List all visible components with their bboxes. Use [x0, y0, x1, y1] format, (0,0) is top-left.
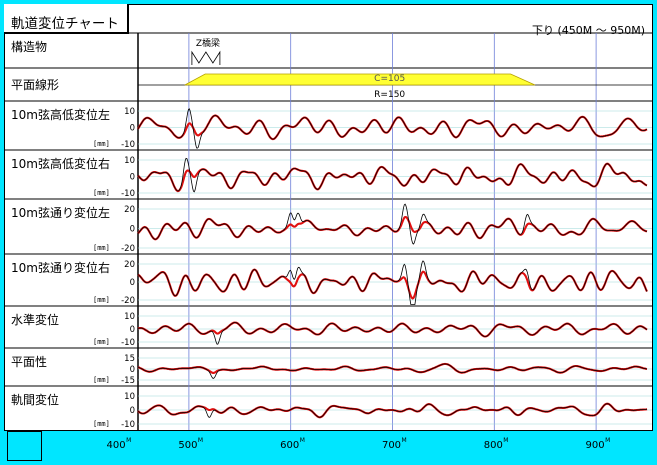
y-tick-label: 20	[124, 205, 135, 215]
panel-label: 10m弦通り変位右	[11, 260, 110, 275]
series-measured	[137, 403, 648, 418]
y-tick-label: -20	[121, 296, 135, 306]
panel-6: 平面性 [mm] 150-15	[11, 354, 652, 386]
unit-label: [mm]	[93, 420, 110, 428]
y-tick-label: 0	[130, 406, 135, 416]
y-tick-label: 10	[124, 107, 135, 117]
cant-label: C=105	[374, 74, 405, 84]
xaxis-left-box	[7, 431, 42, 461]
panel-label: 軌間変位	[11, 392, 59, 407]
panel-5: 水準変位 [mm] 10 0 -10	[11, 312, 652, 348]
series-measured	[137, 157, 648, 193]
panel-2: 10m弦高低変位右 [mm] 10 0 -10	[11, 156, 652, 199]
series-measured	[137, 203, 648, 245]
chart-canvas: 構造物 Z橋梁 平面線形 C=105 R=150 10m弦高低変位左 [mm] 10 0 -10 1…	[4, 4, 653, 431]
y-tick-label: 20	[124, 260, 135, 270]
y-tick-label: -15	[121, 376, 135, 386]
panel-4: 10m弦通り変位右 [mm] 20 0 -20	[11, 260, 652, 306]
title-bar: 軌道変位チャート	[4, 4, 129, 34]
bridge-icon	[191, 50, 221, 65]
series-measured	[137, 322, 648, 345]
y-tick-label: -10	[121, 338, 135, 348]
panel-1: 10m弦高低変位左 [mm] 10 0 -10	[11, 107, 652, 150]
y-tick-label: 10	[124, 312, 135, 322]
y-tick-label: 0	[130, 365, 135, 375]
curve-shape	[184, 73, 536, 86]
y-tick-label: -10	[121, 189, 135, 199]
unit-label: [mm]	[93, 338, 110, 346]
y-tick-label: -10	[121, 420, 135, 430]
panel-label: 10m弦高低変位左	[11, 107, 110, 122]
panel-label: 10m弦高低変位右	[11, 156, 110, 171]
y-tick-label: 0	[130, 124, 135, 134]
y-tick-label: 0	[130, 278, 135, 288]
y-tick-label: -20	[121, 244, 135, 254]
panel-label: 10m弦通り変位左	[11, 205, 110, 220]
panel-7: 軌間変位 [mm] 10 0 -10	[11, 392, 652, 430]
unit-label: [mm]	[93, 244, 110, 252]
unit-label: [mm]	[93, 376, 110, 384]
y-tick-label: 10	[124, 156, 135, 166]
bridge-label: Z橋梁	[196, 37, 220, 49]
unit-label: [mm]	[93, 189, 110, 197]
y-tick-label: 0	[130, 225, 135, 235]
y-tick-label: 0	[130, 173, 135, 183]
series-measured	[137, 260, 648, 305]
unit-label: [mm]	[93, 140, 110, 148]
y-tick-label: -10	[121, 140, 135, 150]
panel-label: 平面性	[11, 355, 47, 369]
panel-3: 10m弦通り変位左 [mm] 20 0 -20	[11, 203, 652, 254]
y-tick-label: 15	[124, 354, 135, 364]
page-title: 軌道変位チャート	[11, 16, 119, 32]
y-tick-label: 0	[130, 325, 135, 335]
unit-label: [mm]	[93, 296, 110, 304]
radius-label: R=150	[374, 90, 405, 100]
direction-label: 下り (450M ～ 950M)	[531, 24, 645, 37]
series-measured	[137, 363, 648, 379]
series-measured	[137, 108, 648, 149]
panel-label: 水準変位	[11, 312, 59, 327]
alignment-label: 平面線形	[11, 77, 59, 92]
y-tick-label: 10	[124, 392, 135, 402]
structure-label: 構造物	[11, 40, 47, 54]
